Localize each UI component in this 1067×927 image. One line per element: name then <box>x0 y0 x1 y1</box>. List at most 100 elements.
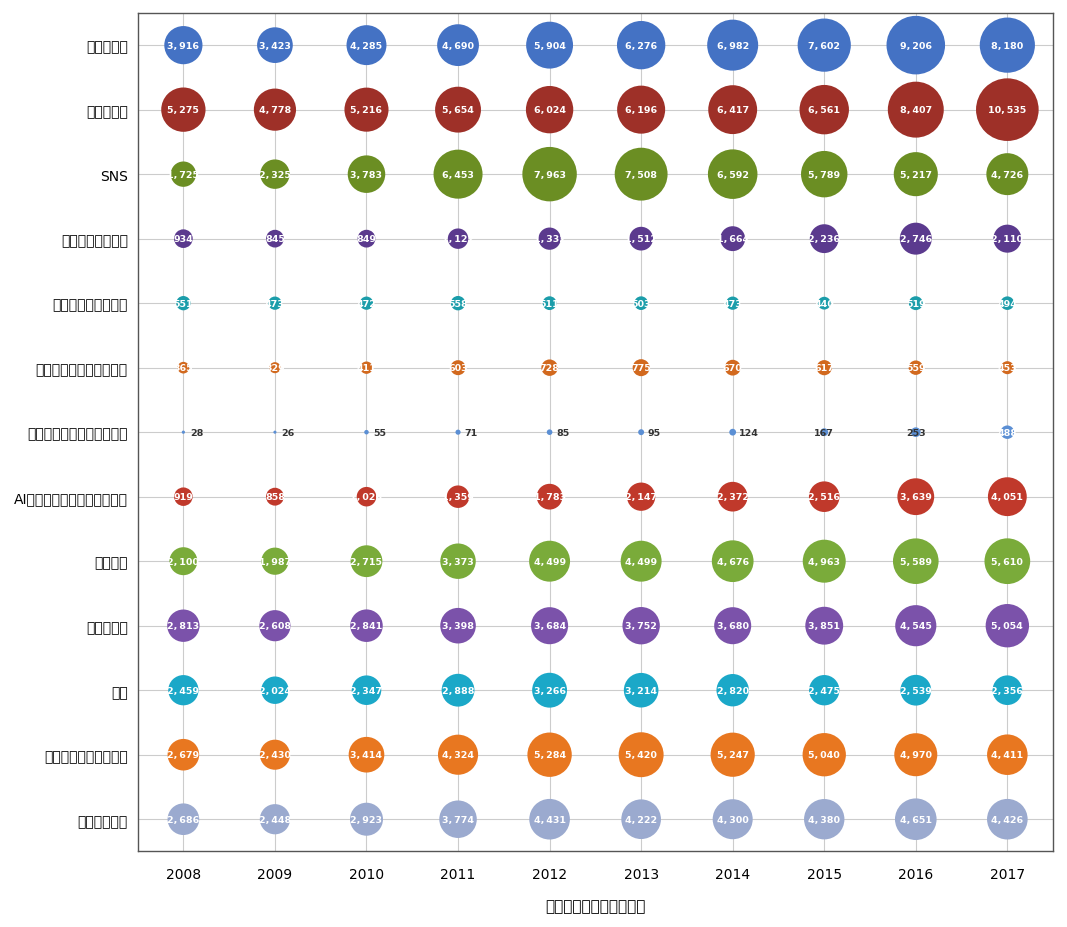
Text: 2, 686: 2, 686 <box>168 815 200 824</box>
Point <box>815 103 832 118</box>
Point <box>541 103 558 118</box>
Text: 3, 680: 3, 680 <box>717 621 749 630</box>
Point <box>633 747 650 762</box>
Point <box>815 168 832 183</box>
Point <box>999 361 1016 375</box>
Text: 2, 448: 2, 448 <box>259 815 291 824</box>
Point <box>267 747 284 762</box>
Text: 2, 539: 2, 539 <box>899 686 931 695</box>
Text: 329: 329 <box>265 363 285 373</box>
Text: 2, 459: 2, 459 <box>168 686 200 695</box>
Text: 2, 475: 2, 475 <box>808 686 840 695</box>
Text: 2, 608: 2, 608 <box>259 621 291 630</box>
Point <box>449 361 466 375</box>
Text: 28: 28 <box>190 428 203 438</box>
Point <box>815 232 832 247</box>
Point <box>449 103 466 118</box>
Text: 2, 024: 2, 024 <box>259 686 291 695</box>
Text: 473: 473 <box>722 299 743 309</box>
Point <box>541 683 558 698</box>
Text: 6, 417: 6, 417 <box>717 106 749 115</box>
Text: 934: 934 <box>174 235 193 244</box>
Point <box>907 425 924 440</box>
Text: 4, 778: 4, 778 <box>259 106 291 115</box>
Text: 6, 276: 6, 276 <box>625 42 657 51</box>
Text: 2, 820: 2, 820 <box>717 686 749 695</box>
Text: 2, 100: 2, 100 <box>168 557 200 566</box>
Text: 3, 373: 3, 373 <box>442 557 474 566</box>
Point <box>999 425 1016 440</box>
Point <box>449 747 466 762</box>
Point <box>357 168 375 183</box>
Text: 1, 332: 1, 332 <box>534 235 566 244</box>
Text: 617: 617 <box>814 363 834 373</box>
Point <box>907 168 924 183</box>
Text: 2, 147: 2, 147 <box>625 492 657 502</box>
Point <box>357 39 375 54</box>
Text: 511: 511 <box>540 299 559 309</box>
Text: 472: 472 <box>356 299 377 309</box>
Text: 4, 051: 4, 051 <box>991 492 1023 502</box>
Point <box>999 683 1016 698</box>
Text: 3, 639: 3, 639 <box>899 492 931 502</box>
Point <box>815 747 832 762</box>
Point <box>633 232 650 247</box>
Text: 519: 519 <box>906 299 926 309</box>
Point <box>633 297 650 311</box>
Point <box>907 554 924 569</box>
Text: 5, 054: 5, 054 <box>991 621 1023 630</box>
Point <box>357 297 375 311</box>
Text: 5, 275: 5, 275 <box>168 106 200 115</box>
Point <box>175 683 192 698</box>
Point <box>815 361 832 375</box>
Text: 4, 380: 4, 380 <box>808 815 840 824</box>
Text: 1, 359: 1, 359 <box>442 492 474 502</box>
Text: 4, 285: 4, 285 <box>350 42 383 51</box>
Point <box>724 168 742 183</box>
Point <box>175 103 192 118</box>
Text: 2, 841: 2, 841 <box>350 621 383 630</box>
Point <box>633 361 650 375</box>
Text: 4, 300: 4, 300 <box>717 815 749 824</box>
Text: 1, 725: 1, 725 <box>168 171 200 180</box>
Text: 6, 982: 6, 982 <box>717 42 749 51</box>
Text: 6, 453: 6, 453 <box>442 171 474 180</box>
Text: 95: 95 <box>648 428 660 438</box>
Point <box>449 618 466 633</box>
Text: 2, 715: 2, 715 <box>350 557 382 566</box>
Point <box>175 747 192 762</box>
Point <box>815 425 832 440</box>
Text: 603: 603 <box>448 363 467 373</box>
Point <box>541 747 558 762</box>
Text: 5, 610: 5, 610 <box>991 557 1023 566</box>
Point <box>175 297 192 311</box>
Text: 8, 180: 8, 180 <box>991 42 1023 51</box>
Text: 253: 253 <box>906 428 925 438</box>
Point <box>724 425 742 440</box>
Text: 2, 516: 2, 516 <box>808 492 840 502</box>
Point <box>633 812 650 827</box>
Text: 4, 324: 4, 324 <box>442 750 474 759</box>
Text: 7, 508: 7, 508 <box>625 171 657 180</box>
Text: 3, 916: 3, 916 <box>168 42 200 51</box>
Point <box>175 425 192 440</box>
Point <box>815 618 832 633</box>
Text: 2, 430: 2, 430 <box>259 750 291 759</box>
Point <box>907 232 924 247</box>
Text: 6, 561: 6, 561 <box>808 106 840 115</box>
Point <box>267 103 284 118</box>
Point <box>357 747 375 762</box>
Text: 4, 411: 4, 411 <box>991 750 1023 759</box>
Text: 411: 411 <box>356 363 377 373</box>
Text: 5, 217: 5, 217 <box>899 171 931 180</box>
Point <box>815 683 832 698</box>
Point <box>724 297 742 311</box>
Text: 4, 726: 4, 726 <box>991 171 1023 180</box>
Point <box>907 103 924 118</box>
Point <box>999 297 1016 311</box>
Text: 1, 987: 1, 987 <box>259 557 291 566</box>
Point <box>999 812 1016 827</box>
Text: 5, 589: 5, 589 <box>899 557 931 566</box>
Text: 3, 423: 3, 423 <box>259 42 291 51</box>
Point <box>999 554 1016 569</box>
